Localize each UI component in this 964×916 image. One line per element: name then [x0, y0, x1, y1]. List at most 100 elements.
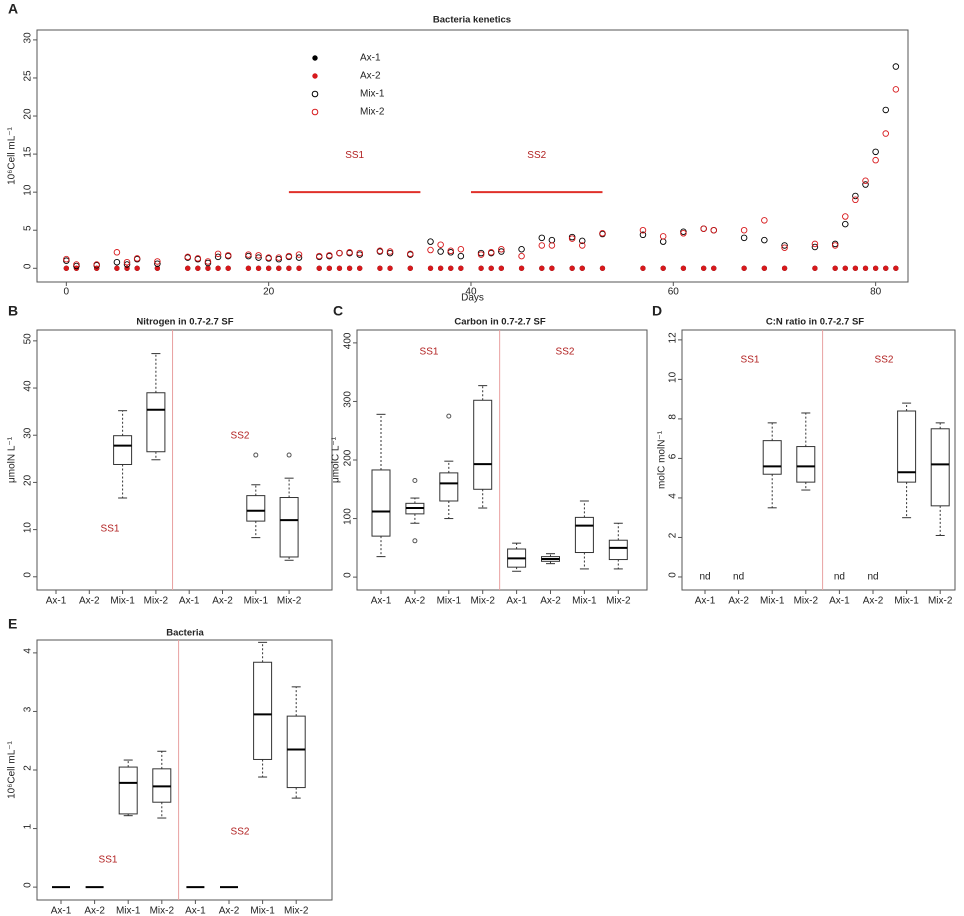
chart-title: Nitrogen in 0.7-2.7 SF: [136, 317, 233, 328]
data-point: [245, 251, 252, 258]
data-point: [316, 265, 322, 271]
chart-title: C:N ratio in 0.7-2.7 SF: [766, 317, 864, 328]
data-point: [376, 247, 384, 255]
na-label: nd: [867, 572, 878, 583]
x-tick-label: Ax-1: [371, 596, 392, 607]
data-point: [498, 246, 505, 253]
x-tick-label: Ax-1: [51, 906, 72, 916]
data-point: [811, 243, 819, 251]
data-point: [852, 192, 859, 200]
data-point: [377, 265, 383, 271]
y-axis-label: molC molN⁻¹: [657, 430, 668, 489]
y-tick-label: 6: [668, 453, 679, 459]
legend-marker: [312, 73, 318, 79]
data-point: [245, 265, 252, 271]
data-point: [387, 265, 393, 271]
group-label: SS1: [99, 855, 118, 866]
data-point: [488, 265, 494, 271]
data-point: [437, 241, 444, 248]
x-tick-label: Mix-2: [150, 906, 175, 916]
plot-frame: [356, 329, 648, 591]
data-point: [427, 238, 434, 245]
data-point: [427, 265, 434, 271]
legend-marker: [311, 108, 319, 116]
x-tick-label: Ax-2: [79, 596, 100, 607]
outlier: [286, 452, 292, 458]
period-label: SS1: [345, 150, 364, 161]
y-tick-label: 12: [668, 332, 679, 344]
legend-marker: [311, 90, 319, 98]
x-tick-label: Mix-2: [277, 596, 302, 607]
y-tick-label: 25: [23, 70, 34, 82]
data-point: [447, 247, 455, 255]
data-point: [842, 213, 849, 220]
box: [113, 435, 133, 465]
y-tick-label: 0: [23, 572, 34, 578]
box: [246, 495, 266, 522]
data-point: [295, 251, 303, 258]
data-point: [680, 230, 687, 237]
x-tick-label: Ax-2: [540, 596, 561, 607]
data-point: [73, 261, 80, 268]
y-tick-label: 1: [23, 823, 34, 829]
y-tick-label: 50: [23, 333, 34, 345]
plot-frame: [681, 329, 956, 591]
y-tick-label: 8: [668, 414, 679, 420]
legend-label: Ax-1: [360, 53, 381, 64]
data-point: [892, 86, 900, 93]
panel-letter: B: [8, 303, 18, 319]
x-tick-label: 20: [263, 287, 275, 298]
data-point: [437, 265, 444, 271]
x-tick-label: Ax-2: [212, 596, 233, 607]
data-point: [255, 265, 262, 271]
y-tick-label: 0: [668, 572, 679, 578]
data-point: [407, 265, 413, 271]
x-tick-label: Mix-1: [116, 906, 141, 916]
data-point: [659, 233, 667, 240]
x-tick-label: Ax-1: [179, 596, 200, 607]
y-tick-label: 300: [343, 391, 354, 408]
data-point: [326, 265, 333, 271]
box: [473, 399, 493, 490]
data-point: [812, 265, 818, 271]
data-point: [266, 265, 272, 271]
y-tick-label: 20: [23, 108, 34, 120]
box: [371, 469, 391, 537]
data-point: [872, 265, 879, 271]
data-point: [357, 265, 363, 271]
legend-label: Mix-1: [360, 89, 385, 100]
legend-label: Mix-2: [360, 107, 385, 118]
data-point: [214, 253, 222, 261]
x-tick-label: 40: [465, 287, 477, 298]
data-point: [205, 265, 211, 271]
box: [439, 472, 459, 502]
y-tick-label: 2: [23, 765, 34, 771]
data-point: [781, 265, 788, 271]
outlier: [412, 477, 418, 483]
y-tick-label: 30: [23, 427, 34, 439]
data-point: [123, 261, 131, 268]
data-point: [224, 252, 232, 259]
y-tick-label: 400: [343, 332, 354, 349]
data-point: [498, 265, 504, 271]
y-tick-label: 4: [668, 493, 679, 499]
data-point: [336, 249, 343, 257]
data-point: [214, 250, 222, 258]
y-tick-label: 100: [343, 508, 354, 525]
data-point: [296, 265, 302, 271]
data-point: [154, 260, 161, 267]
data-point: [185, 265, 191, 271]
data-point: [346, 265, 353, 271]
data-point: [579, 265, 585, 271]
data-point: [275, 254, 283, 261]
data-point: [255, 254, 262, 261]
group-label: SS2: [875, 355, 894, 366]
group-label: SS1: [420, 347, 439, 358]
x-tick-label: Ax-1: [829, 596, 850, 607]
outlier: [412, 538, 418, 544]
data-point: [133, 255, 141, 262]
group-label: SS1: [101, 524, 120, 535]
y-axis-label: μmolN L⁻¹: [7, 436, 18, 483]
data-point: [882, 106, 889, 114]
